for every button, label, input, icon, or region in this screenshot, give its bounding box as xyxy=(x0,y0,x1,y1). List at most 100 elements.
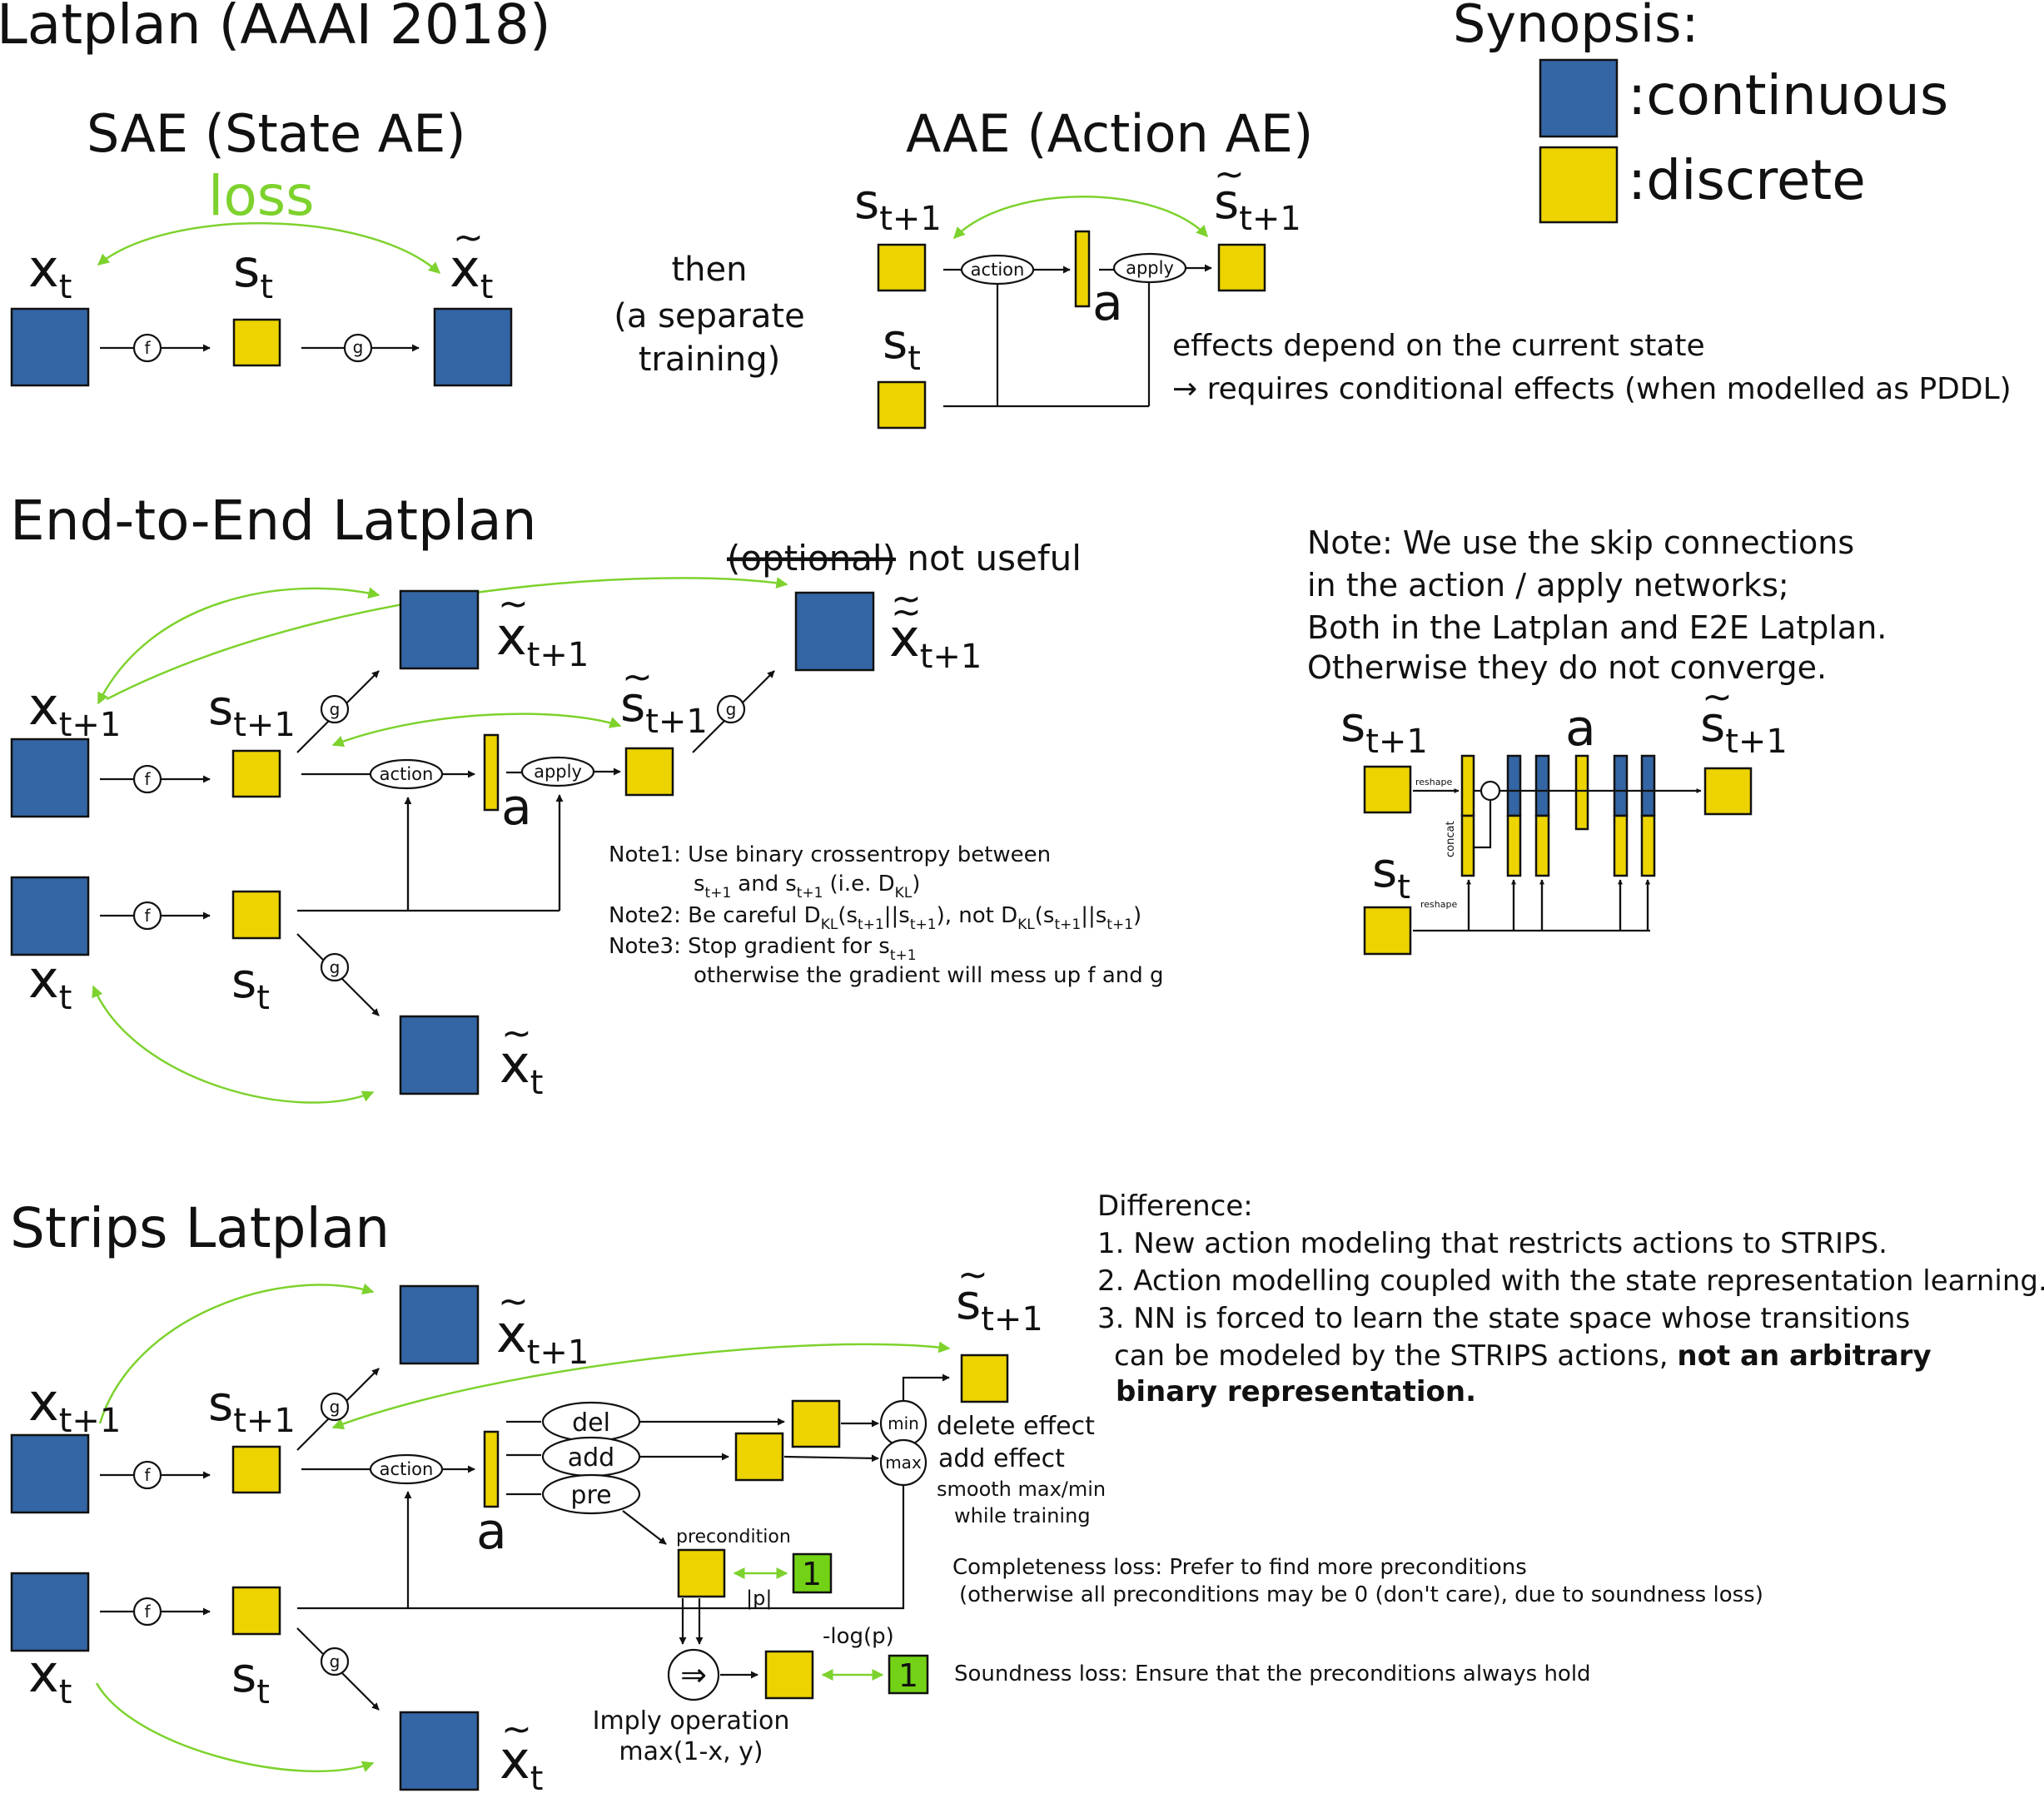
strips-g1-node xyxy=(320,1392,350,1422)
skip-layer-2-bottom xyxy=(1534,814,1550,877)
sae-f-label: f xyxy=(144,338,151,358)
legend-continuous-swatch xyxy=(1539,58,1619,138)
strips-imply-1: Imply operation xyxy=(593,1706,790,1736)
sae-tilde-mark: ~ xyxy=(453,216,484,259)
e2e-loss-arrow-b xyxy=(106,577,788,701)
e2e-heading: End-to-End Latplan xyxy=(10,489,537,553)
strips-tilde-1: ~ xyxy=(498,1280,529,1323)
strips-state-predicted xyxy=(960,1354,1009,1403)
strips-input-next xyxy=(10,1433,90,1514)
strips-neglog: -log(p) xyxy=(823,1624,894,1649)
skip-concat-top xyxy=(1460,754,1475,817)
e2e-note1-line1: Note1: Use binary crossentropy between xyxy=(609,842,1051,867)
strips-skip-line xyxy=(297,1485,905,1610)
aae-s-t: st xyxy=(883,313,921,378)
strips-min-label: min xyxy=(888,1413,919,1433)
sae-loss-arrow xyxy=(97,222,441,274)
sae-g-label: g xyxy=(353,337,364,357)
strips-add-effect-label: add effect xyxy=(938,1444,1065,1473)
e2e-g1-node xyxy=(320,694,350,724)
sae-input-image xyxy=(10,307,90,387)
strips-recon-next xyxy=(399,1284,480,1365)
e2e-note3-line1: Note3: Stop gradient for st+1 xyxy=(609,934,917,964)
difference-line-6: binary representation. xyxy=(1116,1375,1476,1408)
strips-loss-arrow-c xyxy=(95,1682,375,1773)
e2e-recon-predicted xyxy=(794,591,875,672)
skip-layer-1-bottom xyxy=(1506,814,1522,877)
sae-reconstruction xyxy=(433,307,513,387)
strips-to-max xyxy=(783,1454,879,1463)
legend-continuous-label: :continuous xyxy=(1628,63,1948,127)
strips-smooth-2: while training xyxy=(954,1504,1091,1527)
aae-section: AAE (Action AE) st+1 st+1 ~ action a app… xyxy=(854,103,2012,430)
strips-g2-label: g xyxy=(330,1652,341,1671)
difference-line-2: 1. New action modeling that restricts ac… xyxy=(1097,1227,1887,1260)
aae-action-label: action xyxy=(971,260,1025,280)
skip-layer-1-top xyxy=(1506,754,1522,817)
e2e-note2: Note2: Be careful DKL(st+1||st+1), not D… xyxy=(609,903,1141,933)
middle-line-1: then xyxy=(672,251,748,289)
skip-tilde: ~ xyxy=(1702,676,1733,718)
strips-completeness-1: Completeness loss: Prefer to find more p… xyxy=(952,1555,1527,1580)
sae-x-t: xt xyxy=(28,238,72,306)
strips-loss-arrow-b xyxy=(331,1341,951,1430)
sae-heading: SAE (State AE) xyxy=(87,103,466,164)
e2e-tilde-s: ~ xyxy=(622,656,653,698)
middle-note: then (a separate training) xyxy=(614,251,804,379)
e2e-f2-label: f xyxy=(144,906,151,926)
strips-imply-result xyxy=(764,1650,814,1700)
strips-one-a xyxy=(792,1552,833,1594)
skip-reshape-1: reshape xyxy=(1415,777,1452,787)
aae-state-predicted xyxy=(1217,243,1266,292)
e2e-apply-label: apply xyxy=(534,762,582,782)
legend-discrete-swatch xyxy=(1539,146,1619,224)
strips-precondition xyxy=(677,1548,726,1598)
e2e-note3-line2: otherwise the gradient will mess up f an… xyxy=(694,963,1164,988)
strips-one-a-label: 1 xyxy=(802,1556,822,1592)
aae-state-next xyxy=(877,243,927,292)
strips-s-t: st xyxy=(231,1647,270,1711)
e2e-state-current xyxy=(231,890,281,940)
skip-s-t: st xyxy=(1372,842,1410,906)
sae-loss-label: loss xyxy=(208,164,315,228)
e2e-s-t: st xyxy=(231,952,270,1017)
strips-one-b xyxy=(888,1654,929,1695)
e2e-g3-label: g xyxy=(330,957,341,977)
strips-s-t1-tilde: st+1 xyxy=(956,1274,1043,1339)
strips-add-effect xyxy=(734,1432,784,1482)
page-title: Latplan (AAAI 2018) xyxy=(0,0,551,57)
synopsis-legend: Synopsis: :continuous :discrete xyxy=(1453,0,1948,224)
aae-tilde-mark: ~ xyxy=(1214,153,1245,196)
e2e-tilde-1: ~ xyxy=(498,583,529,625)
strips-s-t1: st+1 xyxy=(208,1375,296,1440)
aae-loss-arrow xyxy=(953,196,1208,240)
strips-abs-p: |p| xyxy=(746,1587,772,1610)
strips-branch-lines xyxy=(506,1420,541,1496)
difference-line-3: 2. Action modelling coupled with the sta… xyxy=(1097,1264,2044,1298)
e2e-state-predicted xyxy=(624,747,674,797)
skip-concat-label: concat xyxy=(1445,821,1457,857)
strips-imply-2: max(1-x, y) xyxy=(619,1737,763,1766)
e2e-state-next xyxy=(231,749,281,798)
strips-max-label: max xyxy=(885,1453,922,1473)
middle-line-3: training) xyxy=(639,340,781,379)
e2e-action-label: action xyxy=(380,764,434,784)
strips-x-t1: xt+1 xyxy=(28,1372,121,1440)
strips-smooth-1: smooth max/min xyxy=(937,1478,1106,1501)
strips-pre-label: pre xyxy=(570,1481,611,1510)
aae-skip-lines xyxy=(943,282,1151,408)
strips-input-current xyxy=(10,1572,90,1652)
strips-imply-node xyxy=(667,1648,720,1701)
skip-layer-4-top xyxy=(1640,754,1656,817)
difference-line-5: can be modeled by the STRIPS actions, no… xyxy=(1114,1339,1932,1373)
difference-line-1: Difference: xyxy=(1097,1190,1253,1223)
strips-add-label: add xyxy=(568,1443,614,1473)
skip-reshape-2: reshape xyxy=(1420,899,1457,910)
strips-pre-arrow xyxy=(622,1510,667,1545)
strips-f2-label: f xyxy=(144,1602,151,1622)
strips-one-b-label: 1 xyxy=(898,1657,918,1694)
e2e-loss-arrow-a xyxy=(97,587,380,705)
strips-del-effect xyxy=(791,1399,841,1448)
e2e-g3-node xyxy=(320,952,350,982)
